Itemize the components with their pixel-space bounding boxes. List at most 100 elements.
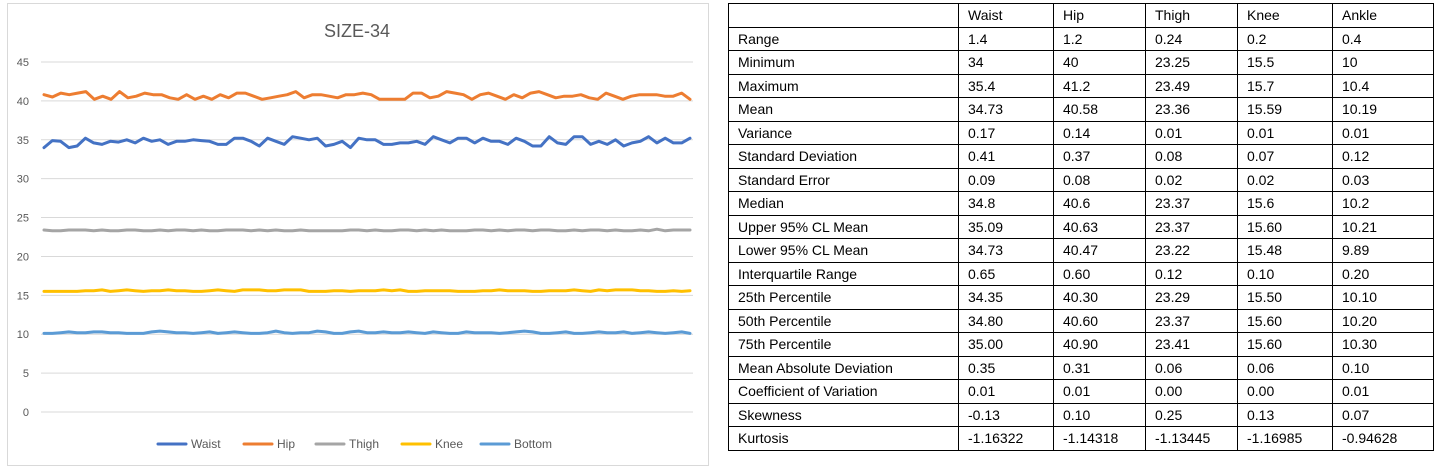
table-row: 75th Percentile 35.00 40.90 23.41 15.60 10.30 (728, 332, 1434, 357)
table-cell: 34.80 (958, 308, 1054, 333)
table-row: Median 34.8 40.6 23.37 15.6 10.2 (728, 191, 1434, 216)
y-tick-label: 20 (17, 251, 29, 263)
table-cell: 0.2 (1237, 26, 1333, 51)
table-cell: 40.6 (1053, 191, 1146, 216)
y-tick-label: 0 (23, 407, 29, 419)
table-cell: 34.73 (958, 238, 1054, 263)
y-tick-label: 5 (23, 368, 29, 380)
table-cell: 0.13 (1237, 402, 1333, 427)
table-cell: 40.30 (1053, 285, 1146, 310)
statistics-table: Waist Hip Thigh Knee Ankle Range 1.4 1.2 0.24 0.2… (728, 3, 1434, 451)
table-cell: 0.35 (958, 355, 1054, 380)
table-cell: 9.89 (1332, 238, 1434, 263)
table-cell: 34.35 (958, 285, 1054, 310)
table-cell: 10.30 (1332, 332, 1434, 357)
table-cell: 0.01 (1237, 120, 1333, 145)
table-cell: 0.06 (1145, 355, 1238, 380)
table-cell: 10.19 (1332, 97, 1434, 122)
table-cell: 23.25 (1145, 50, 1238, 75)
row-label: Maximum (728, 73, 959, 98)
table-cell: -0.13 (958, 402, 1054, 427)
table-cell: 10.2 (1332, 191, 1434, 216)
table-row: Standard Error 0.09 0.08 0.02 0.02 0.03 (728, 167, 1434, 192)
table-cell: 0.02 (1237, 167, 1333, 192)
table-cell: 40 (1053, 50, 1146, 75)
table-cell: 0.09 (958, 167, 1054, 192)
table-cell: 0.08 (1053, 167, 1146, 192)
column-header (728, 3, 959, 28)
row-label: Median (728, 191, 959, 216)
y-tick-label: 15 (17, 290, 29, 302)
table-row: Variance 0.17 0.14 0.01 0.01 0.01 (728, 120, 1434, 145)
table-cell: 15.59 (1237, 97, 1333, 122)
table-cell: 0.65 (958, 261, 1054, 286)
row-label: Interquartile Range (728, 261, 959, 286)
table-cell: 35.09 (958, 214, 1054, 239)
table-cell: 0.12 (1145, 261, 1238, 286)
table-cell: 0.01 (1332, 120, 1434, 145)
table-cell: 23.37 (1145, 214, 1238, 239)
table-cell: 0.10 (1053, 402, 1146, 427)
table-cell: 23.22 (1145, 238, 1238, 263)
row-label: Mean Absolute Deviation (728, 355, 959, 380)
table-cell: 0.25 (1145, 402, 1238, 427)
table-cell: 0.06 (1237, 355, 1333, 380)
table-cell: 40.90 (1053, 332, 1146, 357)
table-row: Minimum 34 40 23.25 15.5 10 (728, 50, 1434, 75)
table-cell: 0.01 (1053, 379, 1146, 404)
row-label: 25th Percentile (728, 285, 959, 310)
y-tick-label: 10 (17, 329, 29, 341)
table-row: 25th Percentile 34.35 40.30 23.29 15.50 10.10 (728, 285, 1434, 310)
series-line-knee (42, 288, 692, 293)
table-cell: 40.58 (1053, 97, 1146, 122)
y-tick-label: 30 (17, 174, 29, 186)
table-row: Upper 95% CL Mean 35.09 40.63 23.37 15.60 10.… (728, 214, 1434, 239)
series-line-bottom (42, 329, 692, 335)
table-cell: 0.37 (1053, 144, 1146, 169)
table-cell: -1.16985 (1237, 426, 1333, 451)
chart-svg: SIZE-34 0 5 10 15 20 25 30 35 40 45 Waist Hip Thigh… (17, 21, 693, 451)
table-cell: 0.00 (1145, 379, 1238, 404)
table-cell: 0.17 (958, 120, 1054, 145)
y-tick-label: 35 (17, 135, 29, 147)
table-cell: 0.08 (1145, 144, 1238, 169)
column-header: Waist (958, 3, 1054, 28)
row-label: Lower 95% CL Mean (728, 238, 959, 263)
table-cell: 0.07 (1332, 402, 1434, 427)
table-cell: 40.60 (1053, 308, 1146, 333)
column-header: Hip (1053, 3, 1146, 28)
row-label: Variance (728, 120, 959, 145)
table-cell: 23.36 (1145, 97, 1238, 122)
table-cell: 0.10 (1332, 355, 1434, 380)
row-label: Range (728, 26, 959, 51)
table-cell: 0.20 (1332, 261, 1434, 286)
table-cell: 15.7 (1237, 73, 1333, 98)
table-cell: 23.41 (1145, 332, 1238, 357)
table-cell: 15.60 (1237, 308, 1333, 333)
legend-label-thigh: Thigh (349, 437, 379, 451)
table-cell: 35.00 (958, 332, 1054, 357)
table-cell: 0.01 (958, 379, 1054, 404)
table-cell: 35.4 (958, 73, 1054, 98)
series-line-waist (42, 135, 692, 150)
row-label: 50th Percentile (728, 308, 959, 333)
table-row: Skewness -0.13 0.10 0.25 0.13 0.07 (728, 402, 1434, 427)
table-cell: 0.14 (1053, 120, 1146, 145)
table-cell: 10.10 (1332, 285, 1434, 310)
table-cell: 10.20 (1332, 308, 1434, 333)
table-row: 50th Percentile 34.80 40.60 23.37 15.60 10.20 (728, 308, 1434, 333)
y-tick-label: 40 (17, 96, 29, 108)
series-line-thigh (42, 227, 692, 233)
table-cell: 34 (958, 50, 1054, 75)
table-cell: 0.01 (1332, 379, 1434, 404)
row-label: Upper 95% CL Mean (728, 214, 959, 239)
table-row: Mean 34.73 40.58 23.36 15.59 10.19 (728, 97, 1434, 122)
column-header: Knee (1237, 3, 1333, 28)
table-header-row: Waist Hip Thigh Knee Ankle (728, 3, 1434, 28)
table-cell: 0.00 (1237, 379, 1333, 404)
row-label: 75th Percentile (728, 332, 959, 357)
row-label: Standard Error (728, 167, 959, 192)
table-cell: 1.2 (1053, 26, 1146, 51)
table-cell: 1.4 (958, 26, 1054, 51)
table-cell: 0.02 (1145, 167, 1238, 192)
